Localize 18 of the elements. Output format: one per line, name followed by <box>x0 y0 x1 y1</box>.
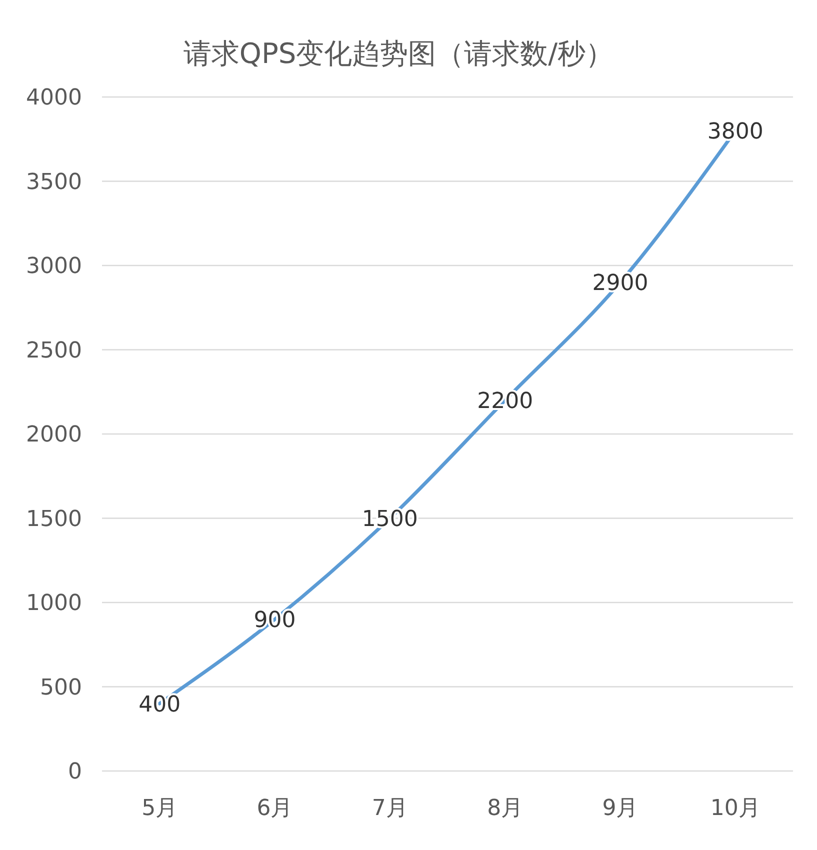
x-tick-label: 10月 <box>710 796 760 821</box>
y-tick-label: 500 <box>40 675 82 700</box>
y-tick-label: 3500 <box>26 170 82 195</box>
y-tick-label: 3000 <box>26 254 82 280</box>
data-label: 400 <box>138 692 181 718</box>
y-tick-label: 1500 <box>26 506 82 532</box>
y-tick-label: 2500 <box>26 338 82 364</box>
x-tick-label: 7月 <box>372 796 408 821</box>
y-tick-label: 0 <box>68 760 82 785</box>
data-label: 3800 <box>707 119 764 144</box>
x-tick-label: 5月 <box>142 796 178 821</box>
x-tick-label: 6月 <box>256 796 293 821</box>
y-tick-label: 2000 <box>26 422 82 448</box>
chart-title: 请求QPS变化趋势图（请求数/秒） <box>183 37 614 70</box>
y-tick-label: 1000 <box>26 591 82 616</box>
y-tick-label: 4000 <box>26 86 82 111</box>
x-tick-label: 9月 <box>602 796 638 821</box>
x-tick-label: 8月 <box>487 796 524 821</box>
